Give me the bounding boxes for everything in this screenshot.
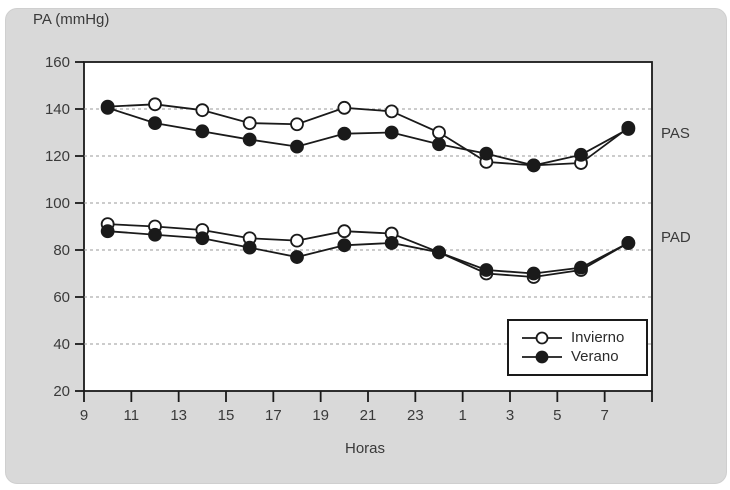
data-point-invierno-pas	[432, 125, 446, 140]
legend-label-verano: Verano	[571, 348, 619, 365]
x-tick-label: 21	[360, 407, 377, 424]
y-tick-label: 140	[45, 101, 70, 118]
x-tick-label: 23	[407, 407, 424, 424]
pad-band-label: PAD	[661, 229, 691, 246]
legend-item-invierno: Invierno	[521, 328, 646, 347]
data-point-verano-pad	[290, 250, 304, 264]
data-point-invierno-pad	[290, 233, 304, 248]
data-point-verano-pad	[242, 240, 257, 255]
data-point-verano-pad	[526, 266, 541, 281]
legend-item-verano: Verano	[521, 348, 646, 366]
series-line-verano-pad	[107, 230, 629, 275]
x-tick-label: 5	[553, 407, 561, 424]
data-point-verano-pas	[526, 158, 541, 173]
y-tick-label: 80	[53, 242, 70, 259]
data-point-invierno-pas	[337, 100, 352, 115]
x-tick-label: 17	[265, 407, 282, 424]
data-point-verano-pas	[242, 132, 257, 147]
data-point-verano-pas	[621, 122, 636, 136]
data-point-verano-pad	[148, 227, 162, 242]
data-point-verano-pas	[100, 100, 115, 115]
series-line-verano-pas	[107, 106, 629, 167]
x-tick-label: 7	[600, 407, 608, 424]
data-point-verano-pas	[574, 147, 588, 162]
x-tick-label: 1	[458, 407, 466, 424]
data-point-invierno-pas	[384, 104, 399, 119]
x-tick-label: 19	[312, 407, 329, 424]
x-tick-label: 15	[218, 407, 235, 424]
x-axis-title: Horas	[344, 440, 385, 457]
legend: Invierno Verano	[507, 319, 648, 376]
y-tick-label: 40	[53, 336, 70, 353]
x-tick-label: 13	[170, 407, 187, 424]
data-point-invierno-pas	[242, 116, 257, 130]
legend-label-invierno: Invierno	[571, 328, 625, 346]
data-point-verano-pas	[384, 125, 399, 140]
data-point-verano-pas	[479, 146, 494, 161]
data-point-invierno-pas	[148, 97, 162, 112]
data-point-invierno-pad	[337, 224, 352, 239]
y-tick-label: 60	[53, 289, 70, 306]
data-point-verano-pad	[621, 236, 636, 250]
data-point-verano-pas	[290, 139, 304, 154]
data-point-verano-pas	[148, 116, 162, 130]
x-tick-label: 11	[124, 407, 140, 424]
filled-circle-marker-icon	[522, 350, 562, 364]
series-line-invierno-pad	[107, 223, 629, 278]
data-point-verano-pad	[384, 236, 399, 250]
data-point-verano-pas	[337, 126, 352, 141]
data-point-verano-pas	[195, 124, 210, 139]
data-point-verano-pad	[574, 260, 588, 275]
pas-band-label: PAS	[661, 125, 690, 142]
data-point-verano-pad	[337, 238, 352, 253]
data-point-verano-pas	[432, 137, 446, 152]
y-tick-label: 160	[45, 54, 70, 71]
data-point-verano-pad	[479, 263, 494, 277]
y-tick-label: 20	[53, 383, 70, 400]
data-point-verano-pad	[100, 224, 115, 239]
chart-title: PA (mmHg)	[33, 11, 110, 28]
data-point-invierno-pas	[195, 103, 210, 118]
series-line-invierno-pas	[107, 103, 629, 167]
data-point-invierno-pas	[290, 117, 304, 132]
data-point-verano-pad	[432, 245, 446, 260]
x-tick-label: 3	[506, 407, 514, 424]
x-tick-label: 9	[80, 407, 88, 424]
open-circle-marker-icon	[522, 331, 562, 345]
y-tick-label: 100	[45, 195, 70, 212]
data-point-verano-pad	[195, 231, 210, 246]
y-tick-label: 120	[45, 148, 70, 165]
